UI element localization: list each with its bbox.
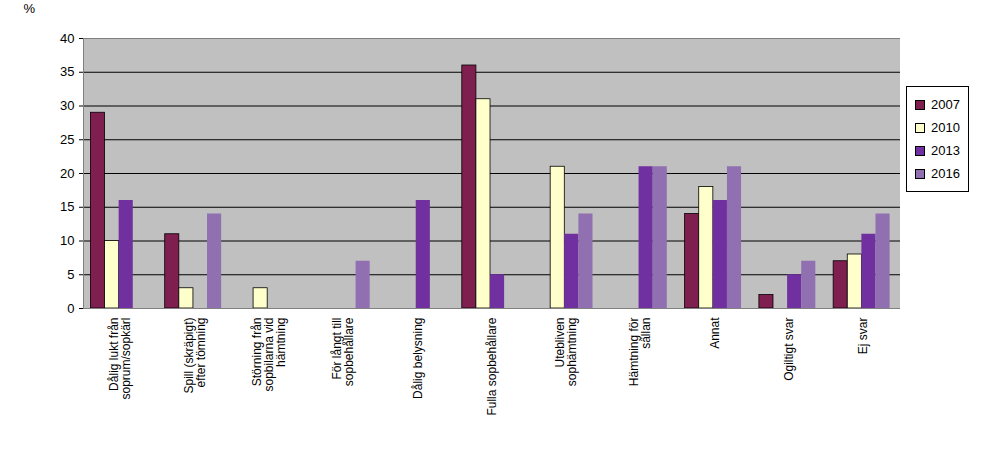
svg-text:Dålig lukt frånsoprum/sopkärl: Dålig lukt frånsoprum/sopkärl	[107, 318, 133, 400]
svg-text:Ogiltigt svar: Ogiltigt svar	[782, 318, 796, 381]
svg-text:Spill (skräpigt)efter tömning: Spill (skräpigt)efter tömning	[182, 318, 208, 394]
svg-text:25: 25	[60, 132, 74, 147]
svg-text:40: 40	[60, 31, 74, 46]
svg-text:35: 35	[60, 64, 74, 79]
svg-text:För långt tillsopbehållare: För långt tillsopbehållare	[330, 317, 356, 386]
svg-text:Ej svar: Ej svar	[856, 318, 870, 355]
svg-text:Hämtning försällan: Hämtning försällan	[627, 318, 653, 387]
svg-text:Fulla sopbehållare: Fulla sopbehållare	[485, 317, 499, 415]
svg-text:Störning frånsopbilarna vidhäm: Störning frånsopbilarna vidhämtning	[250, 318, 288, 392]
svg-text:Annat: Annat	[708, 317, 722, 349]
svg-text:0: 0	[67, 301, 74, 316]
svg-text:Uteblivensophämtning: Uteblivensophämtning	[553, 318, 579, 387]
svg-text:%: %	[24, 1, 36, 16]
svg-text:5: 5	[67, 267, 74, 282]
svg-text:30: 30	[60, 98, 74, 113]
svg-text:15: 15	[60, 199, 74, 214]
svg-text:20: 20	[60, 166, 74, 181]
svg-text:10: 10	[60, 233, 74, 248]
html-text:2007: 2007	[931, 97, 960, 112]
svg-text:Dålig belysning: Dålig belysning	[411, 318, 425, 399]
html-text:2013: 2013	[931, 143, 960, 158]
html-text:2010: 2010	[931, 120, 960, 135]
html-text:2016: 2016	[931, 166, 960, 181]
